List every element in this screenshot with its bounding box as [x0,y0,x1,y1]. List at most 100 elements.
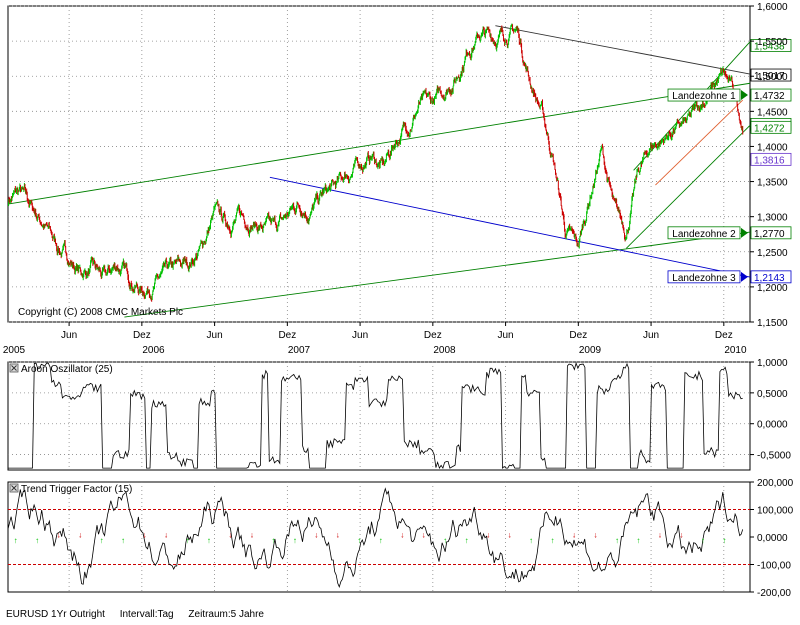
price-y-tick-label: 1,5500 [757,37,788,48]
price-y-tick-label: 1,4500 [757,107,788,118]
year-tick-label: 2008 [433,345,456,356]
trendline [495,25,751,75]
price-y-tick-label: 1,2500 [757,248,788,259]
ttf-title: Trend Trigger Factor (15) [21,484,132,495]
ttf-buy-arrow: ↑ [722,536,726,545]
ttf-line [7,487,744,588]
ttf-y-tick-label: -200,00 [757,588,791,599]
zone-value: 1,2770 [754,229,785,240]
ttf-sell-arrow: ↓ [164,530,168,539]
aroon-y-tick-label: 0,5000 [757,389,788,400]
ttf-panel: ↑ ↑ ↓ ↓ ↑ ↑ ↓ ↓ ↑ ↑ ↓ ↓ ↑ ↑ ↓ ↓ ↑ ↑ ↓ ↓ ↑ ↑ ↓ ↓ ↑ ↑ ↓ ↓ ↑ ↑ ↓ ↓ ↑ ↑ 200,0… [7,478,794,599]
ttf-buy-arrow: ↑ [465,536,469,545]
zone-label-box [667,226,741,240]
ttf-series [7,487,744,588]
month-tick-label: Jun [498,330,514,341]
ttf-buy-arrow: ↑ [185,536,189,545]
zone-label: Landezohne 3 [672,273,736,284]
ttf-sell-arrow: ↓ [679,530,683,539]
status-range: Zeitraum:5 Jahre [188,609,264,620]
price-panel: Landezohne 1 1,4732 Landezohne 2 1,2770 Land… [3,2,792,356]
aroon-panel: 1,0000 0,5000 0,0000 -0,5000 Aroon Oszillat… [7,358,791,471]
aroon-y-tick-label: 1,0000 [757,358,788,369]
ttf-buy-arrow: ↑ [271,536,275,545]
ttf-y-axis: 200,000 100,000 0,0000 -100,00 -200,00 [750,478,794,599]
price-y-tick-label: 1,3500 [757,178,788,189]
ttf-sell-arrow: ↓ [593,530,597,539]
status-bar: EURUSD 1Yr Outright Intervall:Tag Zeitra… [6,609,276,620]
ttf-buy-arrow: ↑ [121,536,125,545]
price-x-axis: Jun Dez Jun Dez Jun Dez Jun Dez Jun Dez 2005 2006 20… [3,322,747,356]
ttf-buy-arrow: ↑ [443,536,447,545]
ttf-buy-arrow: ↑ [636,536,640,545]
ttf-buy-arrow: ↑ [529,536,533,545]
zone-arrow [741,227,748,238]
ttf-sell-arrow: ↓ [78,530,82,539]
ttf-sell-arrow: ↓ [143,530,147,539]
ttf-sell-arrow: ↓ [572,530,576,539]
price-badge-box [750,68,792,82]
price-y-axis: 1,6000 1,5500 1,5000 1,4500 1,4000 1,3500 1,30… [750,2,788,329]
price-grid [8,5,750,323]
month-tick-label: Jun [643,330,659,341]
zone-value-box [750,88,792,102]
zone-label: Landezohne 1 [672,91,736,102]
ttf-y-tick-label: -100,00 [757,561,791,572]
price-y-tick-label: 1,4000 [757,142,788,153]
landing-zones: Landezohne 1 1,4732 Landezohne 2 1,2770 Land… [667,88,792,284]
ttf-buy-arrow: ↑ [35,536,39,545]
zone-label-box [667,88,741,102]
month-tick-label: Jun [207,330,223,341]
trendlines [7,25,751,318]
ttf-y-tick-label: 0,0000 [757,533,788,544]
month-tick-label: Dez [569,330,587,341]
aroon-line [8,361,743,470]
ttf-y-tick-label: 200,000 [757,478,794,489]
ttf-sell-arrow: ↓ [250,530,254,539]
year-tick-label: 2009 [579,345,602,356]
ttf-buy-arrow: ↑ [701,536,705,545]
zone-value-box [750,270,792,284]
price-badge-box [750,152,792,166]
ttf-buy-arrow: ↑ [207,536,211,545]
zone-label: Landezohne 2 [672,229,736,240]
aroon-y-tick-label: 0,0000 [757,420,788,431]
zone-arrow [741,90,748,101]
ttf-buy-arrow: ↑ [100,536,104,545]
month-tick-label: Dez [133,330,151,341]
ttf-sell-arrow: ↓ [314,530,318,539]
trendline [633,41,751,171]
aroon-y-axis: 1,0000 0,5000 0,0000 -0,5000 [750,358,791,462]
ttf-sell-arrow: ↓ [486,530,490,539]
year-tick-label: 2010 [724,345,747,356]
trendline [626,125,751,249]
ttf-y-tick-label: 100,000 [757,506,794,517]
zone-label-box [667,270,741,284]
zone-value: 1,4732 [754,91,785,102]
ttf-buy-arrow: ↑ [551,536,555,545]
month-tick-label: Dez [278,330,296,341]
year-tick-label: 2005 [3,345,26,356]
ttf-sell-arrow: ↓ [57,530,61,539]
trendline [124,231,751,318]
ttf-sell-arrow: ↓ [228,530,232,539]
zone-arrow [741,271,748,282]
price-badge-box [750,120,792,134]
ttf-sell-arrow: ↓ [422,530,426,539]
ttf-reference-lines [8,509,750,565]
month-tick-label: Jun [61,330,77,341]
status-instrument: EURUSD 1Yr Outright [6,609,105,620]
ttf-buy-arrow: ↑ [293,536,297,545]
aroon-series [8,361,743,470]
aroon-plot-area[interactable] [7,361,751,471]
ttf-plot-area[interactable] [7,481,751,593]
year-tick-label: 2006 [142,345,165,356]
ttf-buy-arrow: ↑ [615,536,619,545]
trendline [269,176,751,278]
aroon-close-cross [11,365,17,371]
status-interval: Intervall:Tag [119,609,174,620]
trendline [655,99,744,186]
price-y-tick-label: 1,6000 [757,2,788,13]
price-series [8,23,744,302]
